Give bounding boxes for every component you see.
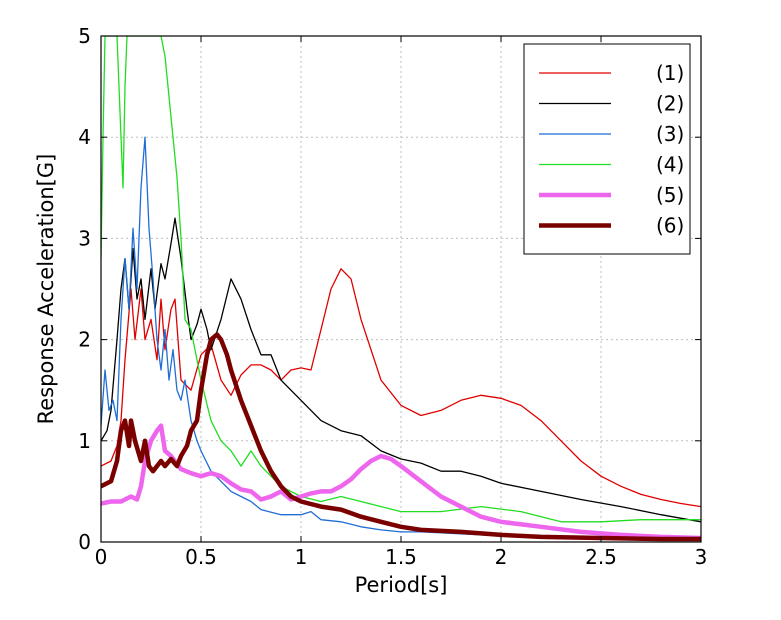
series-line-6 xyxy=(101,332,701,542)
series-lines xyxy=(101,36,701,542)
x-tick-label: 1 xyxy=(295,545,308,569)
x-tick-label: 2 xyxy=(495,545,508,569)
legend-label-2: (2) xyxy=(656,92,684,116)
legend-label-4: (4) xyxy=(656,153,684,177)
legend: (1) (2) (3) (4) (5) (6) xyxy=(523,43,691,255)
y-tick-label: 1 xyxy=(78,429,91,453)
series-line-1 xyxy=(101,268,701,508)
legend-label-6: (6) xyxy=(656,214,684,238)
legend-box xyxy=(523,43,691,255)
y-tick-label: 3 xyxy=(78,226,91,250)
legend-label-3: (3) xyxy=(656,122,684,146)
y-tick-label: 5 xyxy=(78,24,91,48)
x-tick-label: 0.5 xyxy=(185,545,217,569)
series-line-5 xyxy=(101,423,701,541)
series-line-4 xyxy=(101,36,701,523)
y-tick-label: 2 xyxy=(78,328,91,352)
x-tick-label: 3 xyxy=(695,545,708,569)
x-tick-label: 2.5 xyxy=(585,545,617,569)
series-line-2 xyxy=(101,217,701,523)
y-axis-label: Response Acceleration[G] xyxy=(34,154,58,425)
x-axis-label: Period[s] xyxy=(355,573,448,597)
x-tick-label: 0 xyxy=(95,545,108,569)
x-tick-label: 1.5 xyxy=(385,545,417,569)
legend-label-1: (1) xyxy=(656,61,684,85)
series-line-3 xyxy=(101,136,701,539)
legend-label-5: (5) xyxy=(656,183,684,207)
axis-ticks: 0 0.5 1 1.5 2 2.5 3 0 1 2 3 4 5 xyxy=(78,24,707,569)
y-tick-label: 0 xyxy=(78,530,91,554)
y-tick-label: 4 xyxy=(78,125,91,149)
